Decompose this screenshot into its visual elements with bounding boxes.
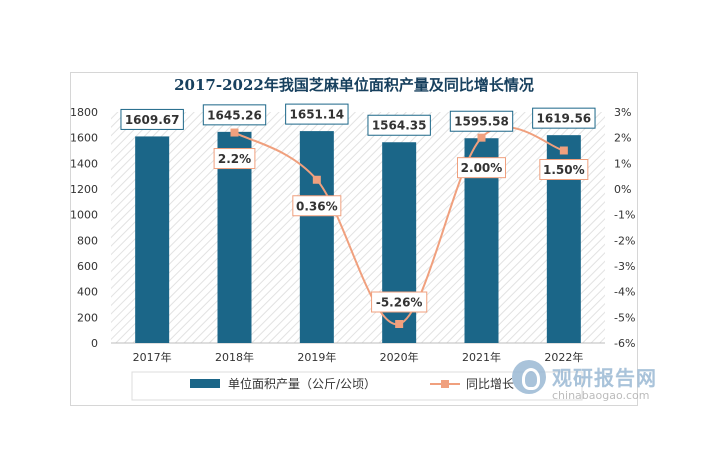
bar-value-label: 1595.58 bbox=[454, 115, 509, 129]
y-right-tick-label: 2% bbox=[614, 132, 631, 145]
y-right-tick-label: -6% bbox=[614, 337, 635, 350]
y-left-tick-label: 0 bbox=[91, 337, 98, 350]
legend-label-line: 同比增长 bbox=[466, 377, 514, 391]
bar bbox=[299, 131, 334, 343]
bar-value-label-box bbox=[120, 108, 184, 130]
growth-marker bbox=[559, 146, 568, 155]
bar-value-label: 1645.26 bbox=[207, 108, 262, 122]
y-left-tick-label: 1000 bbox=[70, 209, 98, 222]
chart-title: 2017-2022年我国芝麻单位面积产量及同比增长情况 bbox=[174, 76, 534, 94]
y-right-tick-label: -1% bbox=[614, 209, 635, 222]
x-tick-label: 2018年 bbox=[215, 350, 254, 364]
growth-value-label-box bbox=[457, 157, 506, 179]
y-right-tick-label: -5% bbox=[614, 311, 635, 324]
legend-swatch-marker bbox=[441, 380, 449, 388]
growth-value-label-box bbox=[292, 195, 342, 217]
x-tick-label: 2021年 bbox=[462, 350, 501, 364]
growth-value-label: -5.26% bbox=[376, 296, 423, 310]
bar-value-label-box bbox=[449, 110, 514, 132]
growth-value-label-box bbox=[539, 159, 589, 180]
y-right-tick-label: 1% bbox=[614, 157, 631, 170]
watermark-logo-icon bbox=[512, 360, 546, 394]
watermark-url: chinabaogao.com bbox=[552, 389, 650, 402]
x-tick-label: 2022年 bbox=[544, 350, 583, 364]
growth-marker bbox=[312, 175, 321, 184]
growth-marker bbox=[395, 320, 404, 329]
watermark: 观研报告网 chinabaogao.com bbox=[512, 360, 662, 408]
y-left-tick-label: 400 bbox=[77, 286, 98, 299]
bar-value-label-box bbox=[367, 114, 431, 136]
growth-marker bbox=[477, 133, 486, 142]
x-tick-label: 2017年 bbox=[133, 350, 172, 364]
y-left-tick-label: 1200 bbox=[70, 183, 98, 196]
y-right-tick-label: 0% bbox=[614, 183, 631, 196]
growth-value-label: 1.50% bbox=[543, 163, 585, 177]
bar bbox=[135, 136, 170, 343]
growth-value-label: 2.2% bbox=[218, 152, 251, 166]
bar-value-label-box bbox=[532, 107, 596, 129]
y-left-tick-label: 1400 bbox=[70, 157, 98, 170]
y-right-tick-label: -4% bbox=[614, 286, 635, 299]
growth-value-label: 0.36% bbox=[296, 199, 338, 213]
plot-area bbox=[111, 112, 605, 343]
bar-value-label: 1619.56 bbox=[537, 112, 592, 126]
x-tick-label: 2020年 bbox=[380, 350, 419, 364]
y-left-tick-label: 600 bbox=[77, 260, 98, 273]
y-right-tick-label: -3% bbox=[614, 260, 635, 273]
y-left-tick-label: 1600 bbox=[70, 132, 98, 145]
legend-swatch-bar bbox=[190, 379, 220, 388]
y-right-tick-label: -2% bbox=[614, 234, 635, 247]
y-right-tick-label: 3% bbox=[614, 106, 631, 119]
bar-value-label: 1564.35 bbox=[372, 119, 427, 133]
x-tick-label: 2019年 bbox=[297, 350, 336, 364]
growth-marker bbox=[230, 128, 239, 137]
growth-value-label-box bbox=[213, 148, 256, 170]
legend-label-bar: 单位面积产量（公斤/公顷） bbox=[228, 376, 376, 391]
watermark-name: 观研报告网 bbox=[552, 366, 657, 390]
y-left-tick-label: 200 bbox=[77, 311, 98, 324]
y-left-tick-label: 800 bbox=[77, 234, 98, 247]
bar-value-label-box bbox=[202, 104, 267, 126]
bar-value-label: 1609.67 bbox=[125, 113, 180, 127]
growth-value-label-box bbox=[371, 291, 428, 313]
bar-value-label-box bbox=[285, 103, 349, 125]
growth-value-label: 2.00% bbox=[461, 161, 503, 175]
bar-value-label: 1651.14 bbox=[290, 108, 345, 122]
y-left-tick-label: 1800 bbox=[70, 106, 98, 119]
